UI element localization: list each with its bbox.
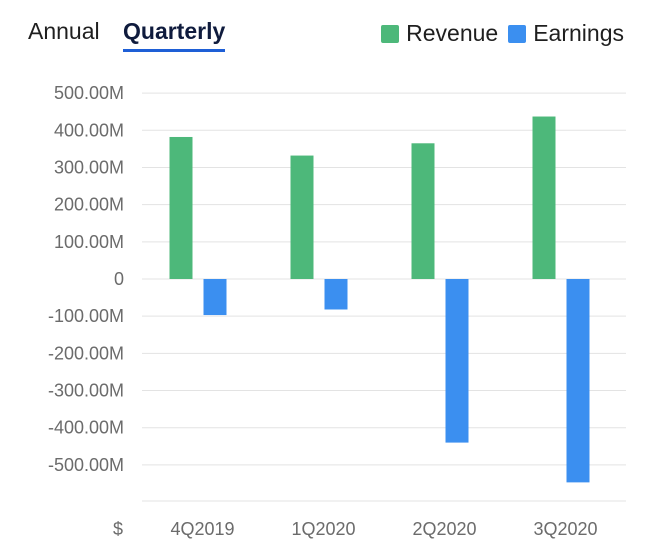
y-tick-label: 100.00M	[54, 232, 124, 252]
chart-legend: Revenue Earnings	[371, 20, 624, 47]
bar-earnings-2q2020	[445, 279, 469, 443]
unit-label: $	[113, 519, 123, 539]
x-tick-label: 1Q2020	[291, 519, 355, 539]
y-tick-label: -300.00M	[48, 381, 124, 401]
y-tick-label: -500.00M	[48, 455, 124, 475]
legend-swatch-revenue	[381, 24, 400, 43]
legend-item-revenue[interactable]: Revenue	[381, 20, 498, 47]
x-tick-label: 2Q2020	[412, 519, 476, 539]
bar-earnings-1q2020	[324, 279, 348, 310]
bar-revenue-1q2020	[290, 155, 314, 279]
legend-item-earnings[interactable]: Earnings	[508, 20, 624, 47]
y-tick-label: -100.00M	[48, 306, 124, 326]
tab-quarterly[interactable]: Quarterly	[123, 18, 226, 52]
y-tick-label: 200.00M	[54, 195, 124, 215]
x-tick-label: 3Q2020	[533, 519, 597, 539]
y-tick-label: -400.00M	[48, 418, 124, 438]
y-tick-label: 500.00M	[54, 83, 124, 103]
bar-earnings-4q2019	[203, 279, 227, 316]
bar-revenue-3q2020	[532, 116, 556, 279]
legend-label-earnings: Earnings	[533, 20, 624, 46]
tab-annual[interactable]: Annual	[28, 18, 100, 44]
legend-label-revenue: Revenue	[406, 20, 499, 46]
bar-revenue-2q2020	[411, 143, 435, 279]
y-tick-label: 0	[114, 269, 124, 289]
x-tick-label: 4Q2019	[170, 519, 234, 539]
bar-revenue-4q2019	[169, 136, 193, 279]
y-tick-label: 300.00M	[54, 157, 124, 177]
legend-swatch-earnings	[508, 24, 527, 43]
y-tick-label: -200.00M	[48, 343, 124, 363]
y-tick-label: 400.00M	[54, 120, 124, 140]
bar-earnings-3q2020	[566, 279, 590, 483]
